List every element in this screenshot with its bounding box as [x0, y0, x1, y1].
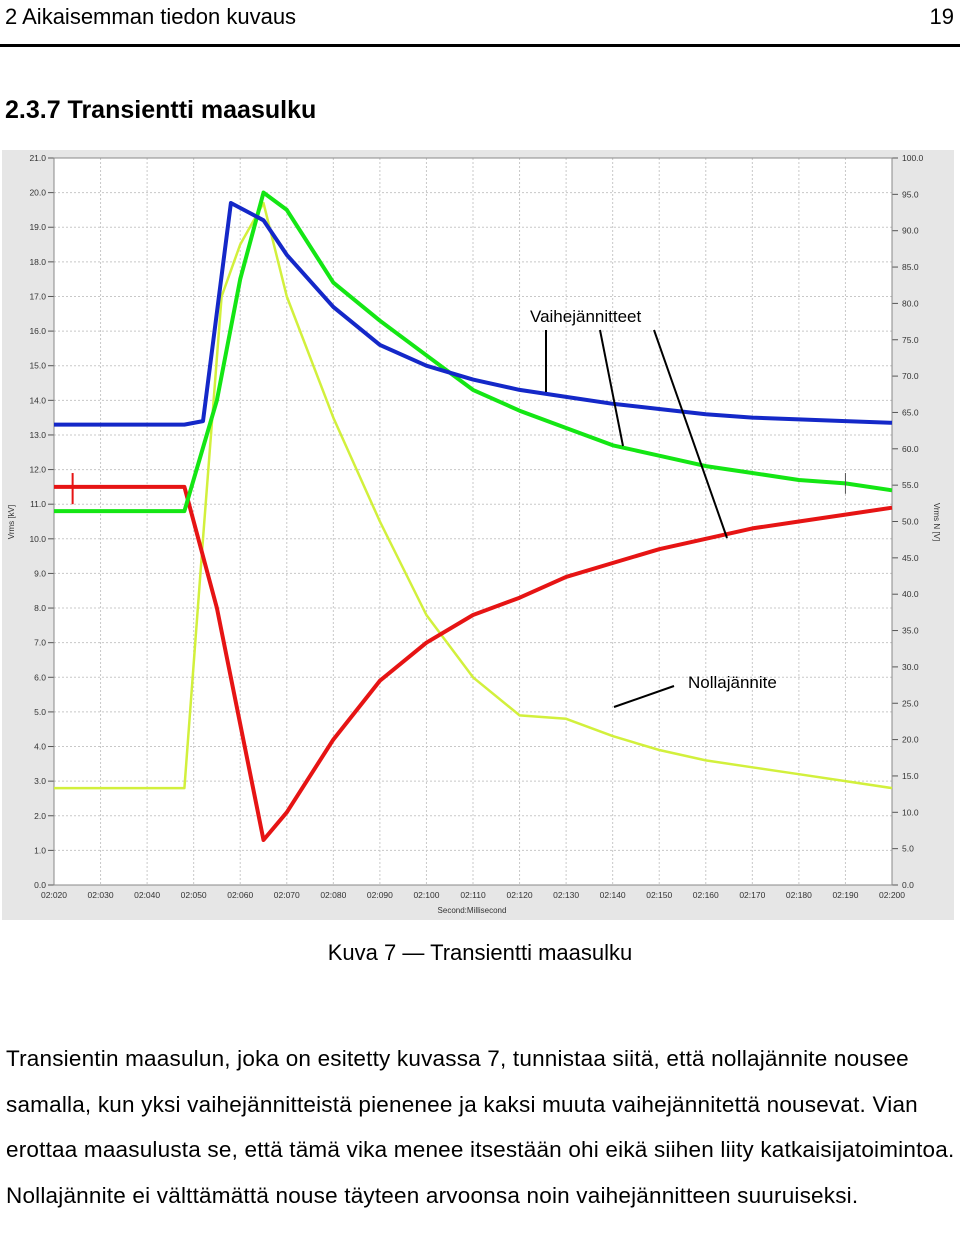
x-tick-label: 02:180 — [786, 890, 812, 900]
figure-transient-earth-fault: 02:020 02:030 02:040 02:050 02:060 02:070 02:0… — [2, 150, 954, 920]
y-left-tick-label: 21.0 — [29, 153, 46, 163]
y-right-tick-label: 85.0 — [902, 262, 919, 272]
x-tick-label: 02:080 — [320, 890, 346, 900]
pointer-vaihe-2 — [599, 329, 624, 447]
y-right-tick-label: 60.0 — [902, 444, 919, 454]
page-header: 2 Aikaisemman tiedon kuvaus 19 — [0, 0, 960, 47]
y-right-tick-label: 20.0 — [902, 735, 919, 745]
annotation-vaihejannitteet: Vaihejännitteet — [530, 307, 641, 326]
annotation-nollajannite: Nollajännite — [688, 673, 777, 692]
series-line-1 — [54, 190, 893, 514]
y-right-tick-label: 30.0 — [902, 662, 919, 672]
y-right-tick-label: 5.0 — [902, 844, 914, 854]
body-paragraph-block: Transientin maasulun, joka on esitetty k… — [6, 1036, 958, 1219]
y-axis-right-label: Vrms N [V] — [932, 503, 941, 541]
x-axis-label: Second:Millisecond — [438, 906, 507, 915]
x-tick-label: 02:110 — [460, 890, 486, 900]
y-left-tick-label: 17.0 — [29, 291, 46, 301]
y-left-tick-label: 0.0 — [34, 880, 46, 890]
y-right-tick-label: 100.0 — [902, 153, 924, 163]
x-tick-label: 02:100 — [413, 890, 439, 900]
y-left-tick-label: 8.0 — [34, 603, 46, 613]
y-left-tick-label: 20.0 — [29, 188, 46, 198]
y-right-tick-label: 80.0 — [902, 298, 919, 308]
figure-caption: Kuva 7 — Transientti maasulku — [327, 940, 633, 965]
y-right-tick-label: 15.0 — [902, 771, 919, 781]
y-right-tick-label: 35.0 — [902, 626, 919, 636]
y-left-tick-label: 7.0 — [34, 638, 46, 648]
x-tick-label: 02:070 — [274, 890, 300, 900]
y-right-tick-label: 55.0 — [902, 480, 919, 490]
y-left-tick-label: 11.0 — [30, 499, 46, 509]
y-right-tick-label: 95.0 — [902, 189, 919, 199]
x-tick-label: 02:060 — [227, 890, 253, 900]
y-right-tick-label: 50.0 — [902, 517, 919, 527]
y-right-tick-label: 70.0 — [902, 371, 919, 381]
y-right-tick-label: 75.0 — [902, 335, 919, 345]
y-right-tick-label: 0.0 — [902, 880, 914, 890]
x-tick-label: 02:140 — [600, 890, 626, 900]
x-tick-label: 02:030 — [88, 890, 114, 900]
y-left-tick-label: 1.0 — [34, 845, 46, 855]
y-right-tick-label: 40.0 — [902, 589, 919, 599]
x-tick-label: 02:200 — [879, 890, 905, 900]
annotation-pointers — [545, 329, 728, 708]
y-right-tick-label: 10.0 — [902, 807, 919, 817]
chapter-title: 2 Aikaisemman tiedon kuvaus — [5, 4, 297, 29]
y-axis-left-label: Vrms [kV] — [7, 505, 16, 539]
series-line-2 — [54, 484, 893, 842]
pointer-nolla — [613, 685, 675, 708]
body-paragraph: Transientin maasulun, joka on esitetty k… — [6, 1046, 955, 1209]
x-tick-label: 02:170 — [739, 890, 765, 900]
tick-labels: 02:020 02:030 02:040 02:050 02:060 02:070 02:0… — [29, 153, 923, 900]
pointer-vaihe-3 — [653, 329, 728, 539]
x-tick-label: 02:020 — [41, 890, 67, 900]
y-right-tick-label: 25.0 — [902, 698, 919, 708]
y-left-tick-label: 5.0 — [34, 707, 46, 717]
y-left-tick-label: 6.0 — [34, 672, 46, 682]
y-left-tick-label: 3.0 — [34, 776, 46, 786]
x-tick-label: 02:150 — [646, 890, 672, 900]
x-tick-label: 02:160 — [693, 890, 719, 900]
series-line-3 — [54, 201, 893, 790]
x-tick-label: 02:050 — [181, 890, 207, 900]
voltage-chart: 02:020 02:030 02:040 02:050 02:060 02:070 02:0… — [2, 150, 954, 920]
y-left-tick-label: 10.0 — [29, 534, 46, 544]
x-tick-label: 02:130 — [553, 890, 579, 900]
y-left-tick-label: 12.0 — [29, 465, 46, 475]
y-left-tick-label: 9.0 — [34, 568, 46, 578]
y-left-tick-label: 14.0 — [29, 395, 46, 405]
y-left-tick-label: 15.0 — [29, 361, 46, 371]
y-right-tick-label: 65.0 — [902, 407, 919, 417]
series-lines — [54, 190, 893, 842]
x-tick-label: 02:120 — [507, 890, 533, 900]
page-number: 19 — [929, 4, 954, 29]
y-left-tick-label: 18.0 — [29, 257, 46, 267]
y-left-tick-label: 16.0 — [29, 326, 46, 336]
y-left-tick-label: 4.0 — [34, 742, 46, 752]
x-tick-label: 02:040 — [134, 890, 160, 900]
plot-border — [53, 157, 893, 886]
x-tick-label: 02:190 — [832, 890, 858, 900]
series-line-0 — [54, 201, 893, 427]
header-rule — [0, 44, 960, 47]
section-title: 2.3.7 Transientti maasulku — [5, 96, 317, 124]
y-right-tick-label: 45.0 — [902, 553, 919, 563]
y-right-tick-label: 90.0 — [902, 226, 919, 236]
x-tick-label: 02:090 — [367, 890, 393, 900]
y-left-tick-label: 2.0 — [34, 811, 46, 821]
y-left-tick-label: 19.0 — [29, 222, 46, 232]
y-left-tick-label: 13.0 — [29, 430, 46, 440]
